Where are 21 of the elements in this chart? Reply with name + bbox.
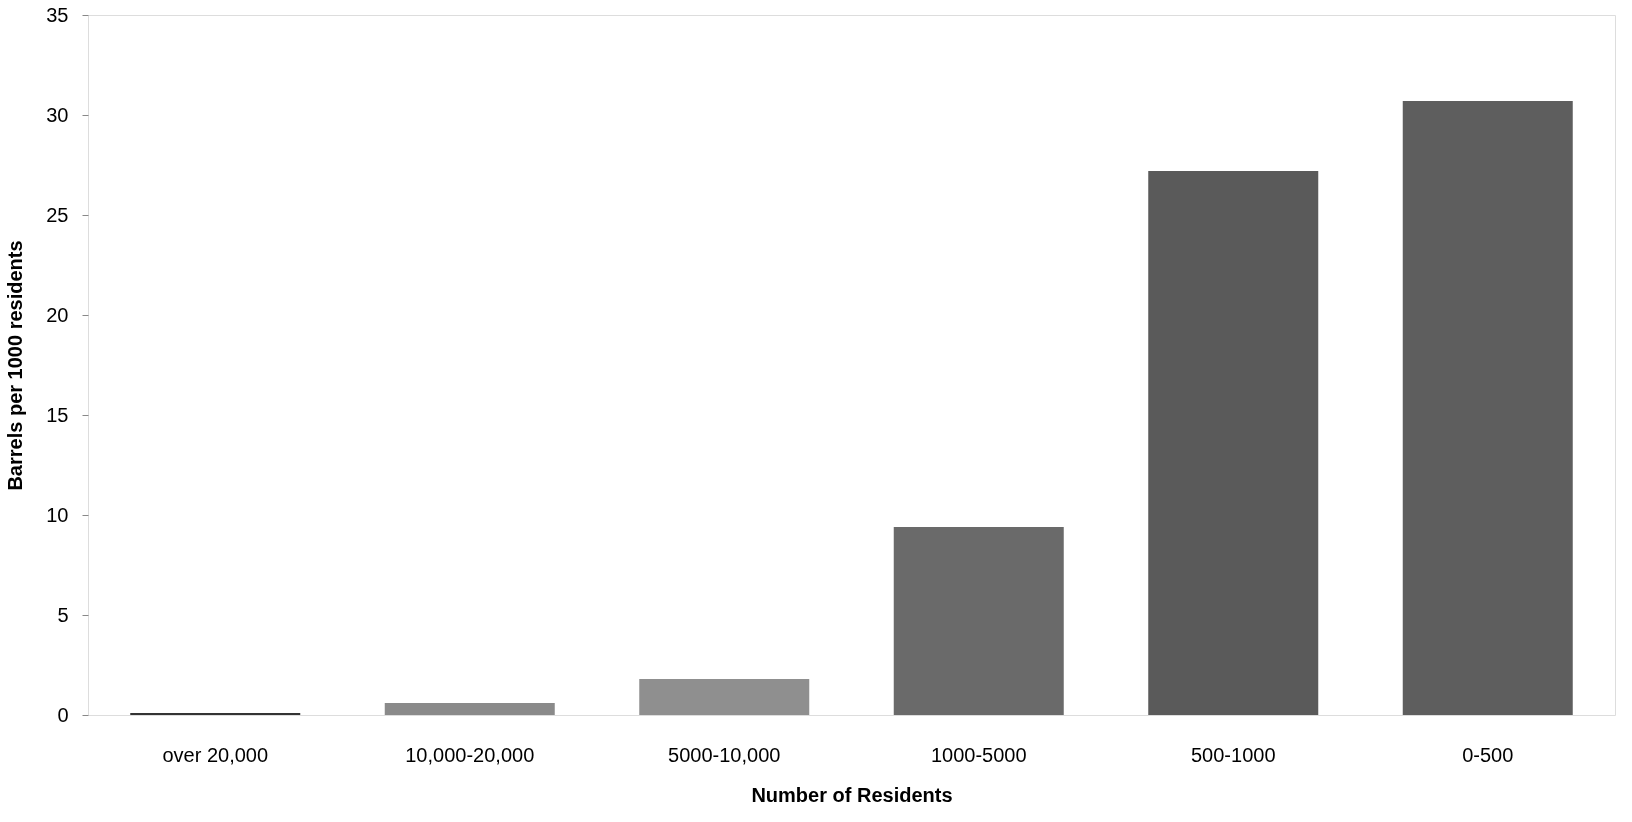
bar xyxy=(384,703,555,715)
x-tick-label: 0-500 xyxy=(1462,743,1514,766)
y-tick-label: 35 xyxy=(46,3,69,26)
y-tick-label: 10 xyxy=(46,503,69,526)
bar xyxy=(893,527,1064,715)
y-tick-label: 0 xyxy=(57,703,69,726)
y-tick-label: 20 xyxy=(46,303,69,326)
x-tick-label: 1000-5000 xyxy=(930,743,1027,766)
y-tick-label: 15 xyxy=(46,403,69,426)
x-tick-label: 500-1000 xyxy=(1190,743,1276,766)
y-tick-label: 5 xyxy=(57,603,69,626)
y-tick-label: 30 xyxy=(46,103,69,126)
y-tick-label: 25 xyxy=(46,203,69,226)
bar xyxy=(1148,171,1319,715)
y-axis-title: Barrels per 1000 residents xyxy=(4,240,27,491)
bar xyxy=(639,679,810,715)
x-tick-label: over 20,000 xyxy=(162,743,269,766)
bar xyxy=(1402,101,1573,715)
x-tick-label: 5000-10,000 xyxy=(668,743,781,766)
x-axis-title: Number of Residents xyxy=(751,783,953,806)
x-tick-label: 10,000-20,000 xyxy=(405,743,535,766)
